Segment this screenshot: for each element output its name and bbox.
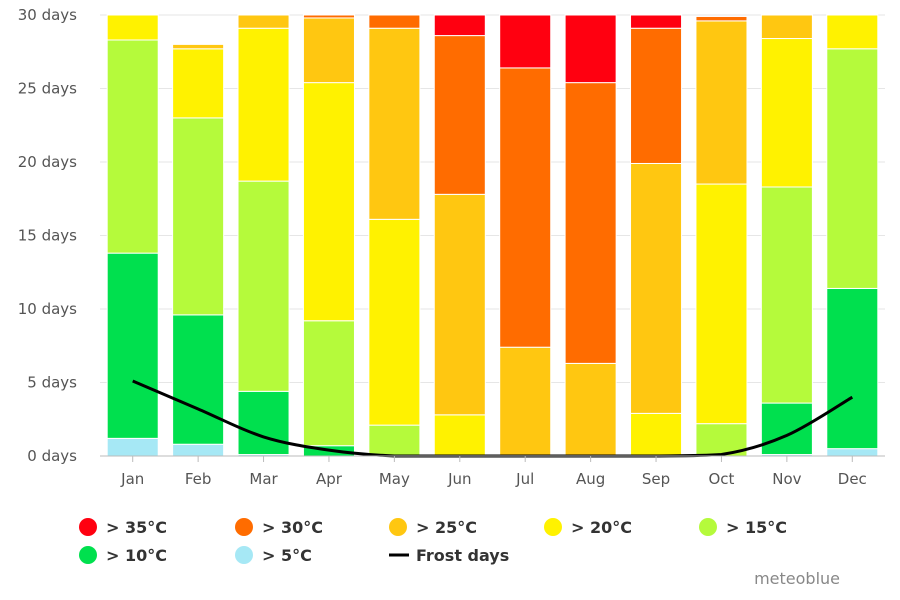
bar-segment bbox=[630, 27, 683, 164]
x-tick-label: Apr bbox=[316, 470, 343, 488]
bar-segment bbox=[499, 14, 552, 69]
bar-segment bbox=[368, 218, 421, 426]
y-tick-label: 30 days bbox=[18, 6, 77, 24]
bar-segment bbox=[106, 14, 159, 41]
legend-label: > 10°C bbox=[106, 546, 167, 565]
y-tick-label: 20 days bbox=[18, 153, 77, 171]
bar-segment bbox=[695, 15, 748, 22]
bar-segment bbox=[433, 35, 486, 195]
bar-segment bbox=[826, 14, 879, 50]
x-tick-label: Jan bbox=[120, 470, 144, 488]
x-tick-label: Mar bbox=[249, 470, 278, 488]
legend-dot bbox=[79, 546, 97, 564]
x-tick-label: Aug bbox=[576, 470, 605, 488]
y-tick-label: 5 days bbox=[27, 374, 77, 392]
bar-segment bbox=[499, 67, 552, 348]
legend-label: > 25°C bbox=[416, 518, 477, 537]
bar-segment bbox=[302, 82, 355, 322]
legend: > 35°C > 30°C > 25°C > 20°C > 15°C > 10°C > 5°… bbox=[79, 518, 787, 565]
x-tick-label: Nov bbox=[772, 470, 801, 488]
y-tick-label: 15 days bbox=[18, 227, 77, 245]
bar-segment bbox=[302, 14, 355, 19]
stacked-bars bbox=[106, 14, 879, 457]
credit-label: meteoblue bbox=[754, 569, 840, 588]
bar-segment bbox=[172, 48, 225, 119]
bar-segment bbox=[564, 14, 617, 84]
legend-item: > 5°C bbox=[235, 546, 312, 565]
legend-label: > 35°C bbox=[106, 518, 167, 537]
legend-label: > 15°C bbox=[726, 518, 787, 537]
bar-segment bbox=[106, 252, 159, 439]
y-tick-label: 25 days bbox=[18, 80, 77, 98]
bar-segment bbox=[237, 180, 290, 392]
x-tick-label: Feb bbox=[185, 470, 212, 488]
legend-dot bbox=[79, 518, 97, 536]
bar-segment bbox=[302, 320, 355, 447]
bar-segment bbox=[499, 346, 552, 457]
bar-segment bbox=[433, 193, 486, 416]
legend-dot bbox=[389, 518, 407, 536]
grid-lines bbox=[100, 14, 885, 457]
legend-dot bbox=[235, 518, 253, 536]
bar-segment bbox=[433, 414, 486, 457]
bar-segment bbox=[172, 314, 225, 445]
bar-segment bbox=[564, 362, 617, 457]
x-tick-label: Jul bbox=[515, 470, 534, 488]
bar-segment bbox=[302, 17, 355, 84]
y-tick-label: 10 days bbox=[18, 300, 77, 318]
legend-item: > 20°C bbox=[544, 518, 632, 537]
bar-segment bbox=[237, 390, 290, 456]
legend-dot bbox=[544, 518, 562, 536]
bar-segment bbox=[826, 448, 879, 457]
legend-item: > 35°C bbox=[79, 518, 167, 537]
legend-label: Frost days bbox=[416, 546, 509, 565]
bar-segment bbox=[826, 287, 879, 450]
bar-segment bbox=[630, 14, 683, 29]
legend-dot bbox=[235, 546, 253, 564]
legend-label: > 20°C bbox=[571, 518, 632, 537]
legend-item: > 30°C bbox=[235, 518, 323, 537]
x-tick-label: Jun bbox=[447, 470, 471, 488]
bar-segment bbox=[695, 183, 748, 425]
x-axis: Jan Feb Mar Apr May Jun Jul Aug Sep Oct Nov Dec bbox=[100, 455, 885, 488]
bar-segment bbox=[630, 162, 683, 414]
bar-segment bbox=[172, 117, 225, 316]
x-tick-label: Oct bbox=[708, 470, 734, 488]
bar-segment bbox=[237, 14, 290, 29]
legend-dot bbox=[699, 518, 717, 536]
bar-segment bbox=[630, 412, 683, 457]
x-tick-label: Dec bbox=[838, 470, 867, 488]
y-tick-label: 0 days bbox=[27, 447, 77, 465]
bar-segment bbox=[368, 27, 421, 220]
bar-segment bbox=[172, 443, 225, 457]
bar-segment bbox=[106, 39, 159, 254]
bar-segment bbox=[760, 14, 813, 40]
bar-segment bbox=[695, 20, 748, 185]
legend-item: > 10°C bbox=[79, 546, 167, 565]
x-tick-label: May bbox=[379, 470, 410, 488]
legend-item: > 15°C bbox=[699, 518, 787, 537]
y-axis: 0 days 5 days 10 days 15 days 20 days 25 days… bbox=[18, 6, 77, 465]
x-tick-label: Sep bbox=[642, 470, 670, 488]
bar-segment bbox=[760, 38, 813, 188]
legend-label: > 5°C bbox=[262, 546, 312, 565]
legend-item: > 25°C bbox=[389, 518, 477, 537]
bar-segment bbox=[826, 48, 879, 289]
bar-segment bbox=[760, 402, 813, 456]
bar-segment bbox=[760, 186, 813, 404]
legend-item: Frost days bbox=[389, 546, 509, 565]
bar-segment bbox=[106, 437, 159, 457]
bar-segment bbox=[564, 82, 617, 364]
legend-label: > 30°C bbox=[262, 518, 323, 537]
bar-segment bbox=[172, 43, 225, 50]
bar-segment bbox=[433, 14, 486, 37]
bar-segment bbox=[237, 27, 290, 182]
bar-segment bbox=[368, 14, 421, 29]
bar-segment bbox=[368, 424, 421, 457]
